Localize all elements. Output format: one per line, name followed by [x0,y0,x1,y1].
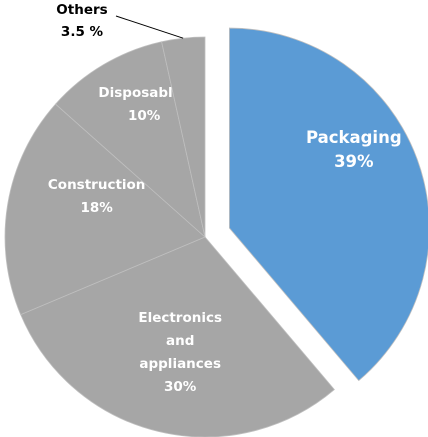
slice-label-electronics-and-appliances: Electronics and appliances 30% [138,310,222,395]
pie-slice-construction [4,103,206,316]
pie-slice-disposables [54,41,206,239]
slice-name-label: Packaging [306,128,402,147]
leader-line [115,15,184,39]
slice-value-label: 10% [128,108,161,124]
slice-label-disposables: Disposables 10% [98,85,189,124]
pie-slice-others [161,36,206,238]
pie-slice-electronics-and-appliances [20,236,335,437]
slice-label-packaging: Packaging 39% [306,128,402,171]
slice-name-label: appliances [139,356,221,372]
slice-label-construction: Construction 18% [48,177,146,216]
slice-value-label: 30% [164,379,197,395]
slice-value-label: 39% [334,152,374,171]
slice-label-others: Others 3.5 % [56,2,184,40]
slice-name-label: and [166,333,194,349]
slice-name-label: Disposables [98,85,189,101]
slice-name-label: Others [56,2,107,18]
slice-value-label: 18% [81,200,114,216]
slice-name-label: Construction [48,177,146,193]
slice-name-label: Electronics [138,310,222,326]
slice-value-label: 3.5 % [61,24,104,40]
pie-slice-packaging [229,27,428,382]
